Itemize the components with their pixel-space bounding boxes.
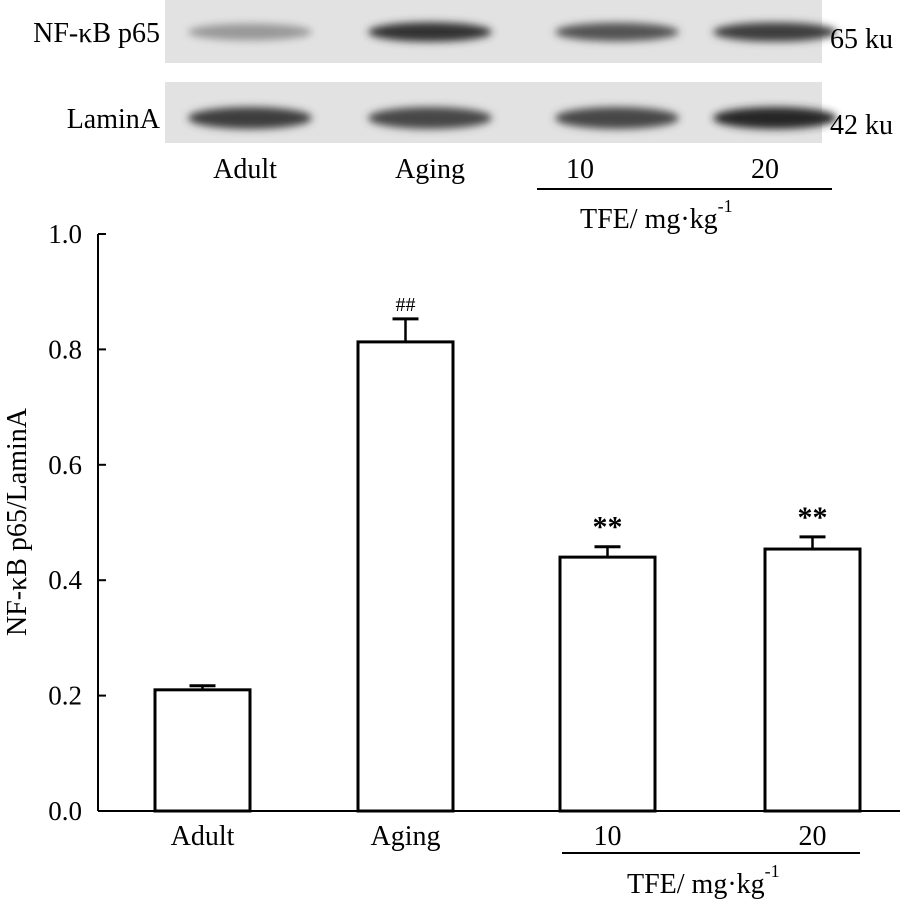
x-tick-label: Aging: [371, 821, 441, 852]
y-tick-label: 0.6: [48, 450, 82, 480]
blot-lane-label: Adult: [213, 154, 277, 185]
blot-lane-label: Aging: [395, 154, 465, 185]
x-tick-label: 20: [799, 821, 827, 852]
blot-band: [188, 107, 312, 129]
y-axis-label: NF-κB p65/LaminA: [2, 407, 33, 636]
bar: [153, 688, 252, 813]
y-tick-label: 0.2: [48, 681, 82, 711]
x-tick-label: Adult: [171, 821, 235, 852]
y-tick-label: 0.4: [48, 565, 82, 595]
y-tick-label: 0.8: [48, 334, 82, 364]
significance-label: ##: [396, 294, 416, 316]
blot-band: [188, 23, 312, 41]
blot-band: [368, 22, 492, 42]
significance-label: **: [798, 501, 828, 534]
blot-lane-label: 10: [566, 154, 594, 185]
western-blot: NF-κB p65 65 ku LaminA 42 ku Adult Aging 10 20 T…: [33, 0, 893, 235]
blot-band: [368, 107, 492, 129]
blot-band: [555, 22, 679, 42]
blot-size-label: 65 ku: [830, 24, 893, 55]
group-label: TFE/ mg·kg-1: [627, 861, 780, 900]
blot-group-label: TFE/ mg·kg-1: [580, 196, 733, 235]
y-tick-label: 1.0: [48, 219, 82, 249]
blot-size-label: 42 ku: [830, 110, 893, 141]
bar: [558, 555, 657, 813]
significance-label: **: [593, 511, 623, 544]
blot-band: [713, 22, 837, 42]
y-tick-label: 0.0: [48, 796, 82, 826]
blot-band: [555, 107, 679, 129]
blot-row-label: NF-κB p65: [33, 18, 160, 49]
blot-row-label: LaminA: [67, 104, 161, 135]
blot-band: [713, 107, 837, 129]
bar-chart: 0.0 0.2 0.4 0.6 0.8 1.0 NF-κB p65/LaminA Adult #…: [2, 219, 900, 900]
blot-lane-label: 20: [751, 154, 779, 185]
bar: [356, 340, 455, 813]
bar: [763, 547, 862, 813]
x-tick-label: 10: [594, 821, 622, 852]
